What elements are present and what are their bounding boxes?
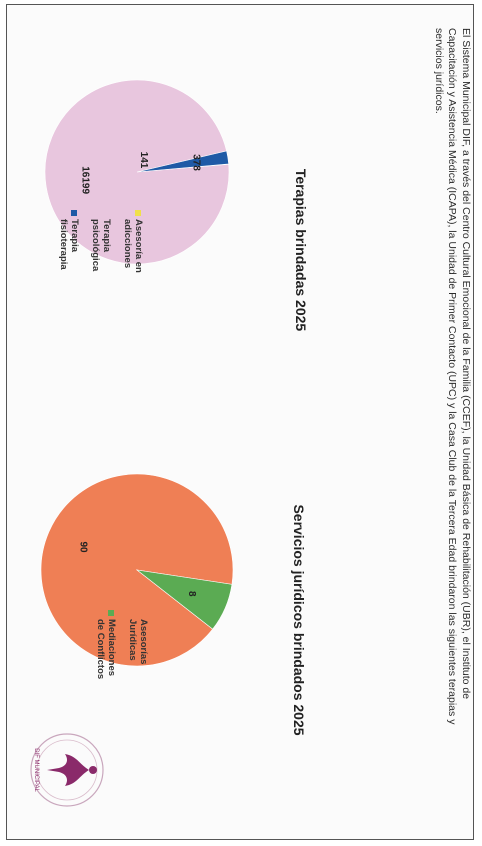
legend-swatch	[71, 210, 77, 216]
therapies-chart-title: Terapias brindadas 2025	[293, 168, 309, 332]
legend-swatch	[140, 610, 146, 616]
legal-legend: Asesorías Jurídicas Mediaciones de Confl…	[85, 610, 149, 689]
legend-item-mediaciones: Mediaciones de Conflictos	[95, 610, 117, 689]
legal-pie-chart: 90 8	[40, 473, 234, 667]
pie-data-label: 90	[78, 541, 89, 553]
legend-label: Terapia fisioterapia	[58, 219, 80, 270]
therapies-legend: Asesoría en adicciones Terapia psicológi…	[48, 210, 144, 289]
intro-paragraph: El Sistema Municipal DIF, a través del C…	[433, 28, 472, 725]
legend-label: Asesorías Jurídicas	[127, 619, 149, 665]
pie-slice-terapia-fisioterapia	[136, 150, 229, 173]
therapies-inner-label: 141	[138, 152, 149, 169]
legal-chart-title: Servicios jurídicos brindados 2025	[291, 504, 307, 736]
logo-text: DIF MUNICIPAL	[33, 748, 39, 792]
legend-item-psicologica: Terapia psicológica	[90, 210, 112, 289]
legend-item-fisioterapia: Terapia fisioterapia	[58, 210, 80, 289]
pie-data-label: 8	[186, 591, 197, 597]
legend-label: Asesoría en adicciones	[122, 219, 144, 273]
legend-item-asesorias: Asesorías Jurídicas	[127, 610, 149, 689]
pie-data-label: 378	[190, 154, 201, 171]
therapies-pie-chart: 16199 378 141	[44, 79, 230, 265]
legend-label: Terapia psicológica	[90, 219, 112, 272]
dif-logo-seal: DIF MUNICIPAL	[30, 733, 104, 807]
legend-swatch	[135, 210, 141, 216]
pie-slice-mediaciones-de-conflictos	[135, 569, 233, 630]
legend-swatch	[103, 210, 109, 216]
legend-label: Mediaciones de Conflictos	[95, 619, 117, 680]
legend-item-adicciones: Asesoría en adicciones	[122, 210, 144, 289]
pie-data-label: 16199	[80, 166, 91, 194]
legend-swatch	[108, 610, 114, 616]
